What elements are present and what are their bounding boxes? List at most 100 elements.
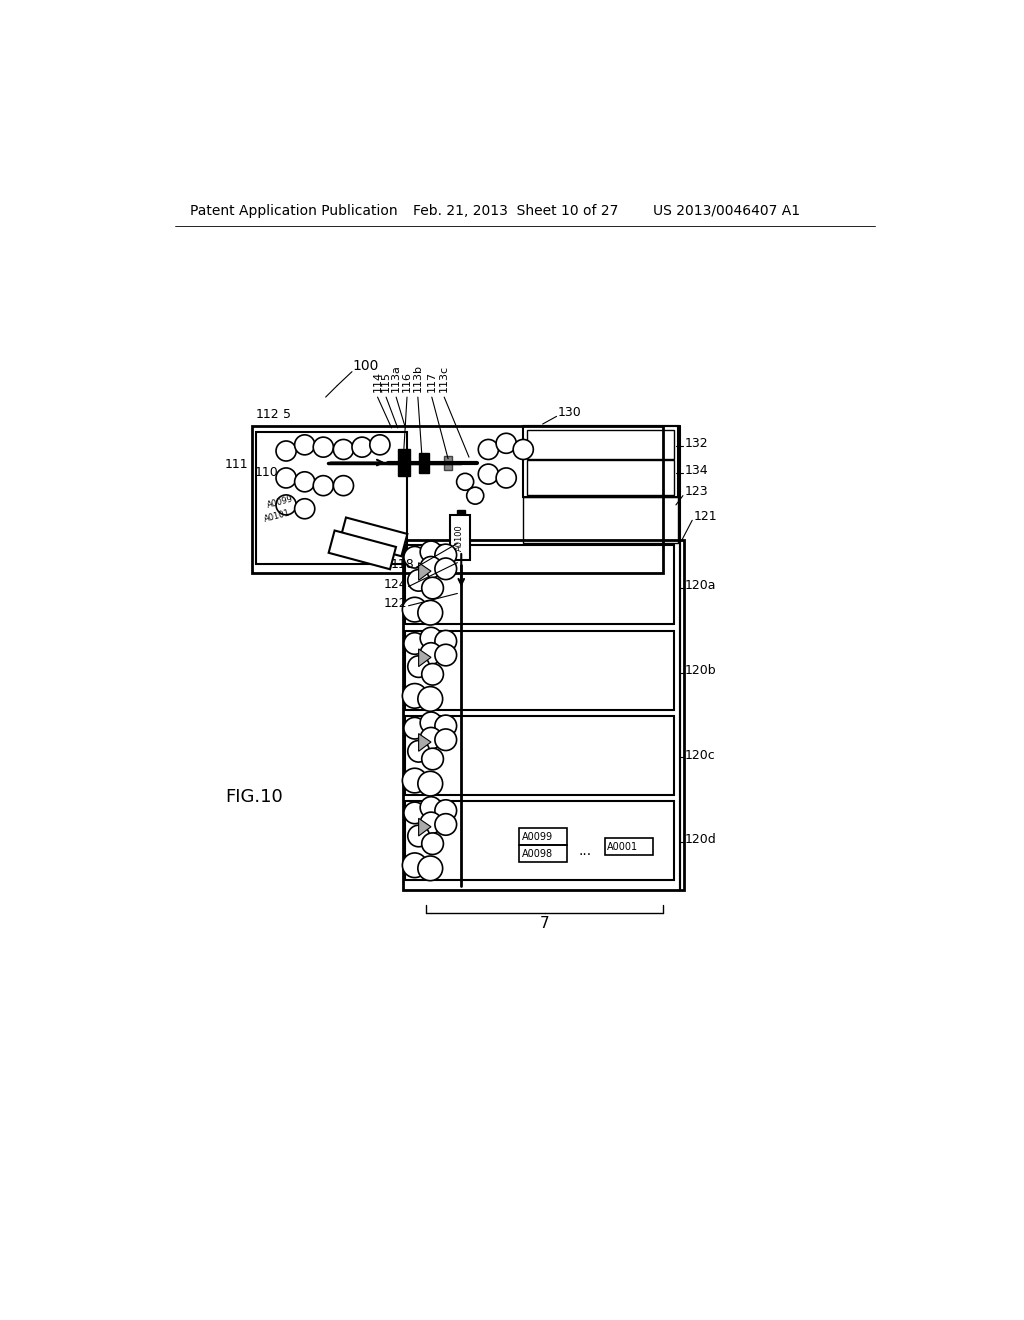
Bar: [459, 517, 464, 523]
Text: 113c: 113c: [439, 364, 450, 392]
Bar: [406, 545, 674, 624]
Text: 5: 5: [283, 408, 291, 421]
Circle shape: [420, 557, 442, 578]
Circle shape: [334, 475, 353, 496]
Text: 118: 118: [391, 558, 415, 572]
Text: 100: 100: [352, 359, 379, 374]
Circle shape: [435, 558, 457, 579]
Circle shape: [313, 437, 334, 457]
Circle shape: [435, 715, 457, 737]
Bar: [406, 715, 674, 795]
Bar: [340, 517, 408, 556]
Text: 112: 112: [256, 408, 280, 421]
Polygon shape: [419, 734, 431, 751]
Circle shape: [478, 440, 499, 459]
Text: 120d: 120d: [684, 833, 716, 846]
Circle shape: [295, 499, 314, 519]
Circle shape: [403, 803, 426, 824]
Circle shape: [435, 729, 457, 751]
Circle shape: [435, 631, 457, 652]
Circle shape: [422, 833, 443, 854]
Circle shape: [295, 434, 314, 455]
Text: A0101: A0101: [263, 508, 292, 524]
Circle shape: [402, 597, 427, 622]
Text: 134: 134: [684, 463, 708, 477]
Circle shape: [435, 644, 457, 665]
Circle shape: [457, 474, 474, 490]
Circle shape: [422, 664, 443, 685]
Bar: [523, 498, 678, 544]
Circle shape: [422, 748, 443, 770]
Text: Feb. 21, 2013  Sheet 10 of 27: Feb. 21, 2013 Sheet 10 of 27: [414, 203, 618, 218]
Circle shape: [402, 768, 427, 793]
Bar: [406, 800, 674, 880]
Circle shape: [295, 471, 314, 492]
Circle shape: [418, 686, 442, 711]
Text: 130: 130: [558, 407, 582, 418]
Circle shape: [403, 546, 426, 568]
Text: 113b: 113b: [413, 364, 423, 392]
Circle shape: [370, 434, 390, 455]
Bar: [419, 453, 429, 473]
Circle shape: [418, 857, 442, 880]
Circle shape: [420, 797, 442, 818]
Text: A0100: A0100: [456, 524, 464, 550]
Bar: [406, 631, 674, 710]
Circle shape: [403, 718, 426, 739]
Circle shape: [402, 853, 427, 878]
Circle shape: [435, 813, 457, 836]
Bar: [252, 426, 663, 573]
Circle shape: [418, 601, 442, 626]
Text: 113a: 113a: [391, 364, 401, 392]
Text: US 2013/0046407 A1: US 2013/0046407 A1: [653, 203, 801, 218]
Text: Patent Application Publication: Patent Application Publication: [190, 203, 397, 218]
Circle shape: [408, 825, 429, 847]
Circle shape: [408, 656, 429, 677]
Circle shape: [408, 570, 429, 591]
Bar: [397, 449, 410, 477]
Circle shape: [352, 437, 372, 457]
Circle shape: [420, 711, 442, 734]
Bar: [527, 430, 675, 459]
Circle shape: [422, 577, 443, 599]
Text: A0099: A0099: [521, 832, 553, 842]
Circle shape: [435, 800, 457, 821]
Text: 117: 117: [427, 371, 437, 392]
Text: 132: 132: [684, 437, 708, 450]
Circle shape: [420, 727, 442, 748]
Bar: [523, 426, 678, 498]
Text: 124: 124: [383, 578, 407, 591]
Text: 123: 123: [684, 484, 708, 498]
Text: ...: ...: [579, 843, 592, 858]
Text: 122: 122: [383, 597, 407, 610]
Circle shape: [402, 684, 427, 708]
Polygon shape: [419, 562, 431, 581]
Circle shape: [420, 812, 442, 834]
Circle shape: [418, 771, 442, 796]
Bar: [444, 457, 452, 470]
Text: 115: 115: [381, 371, 391, 392]
Circle shape: [478, 465, 499, 484]
Text: A0001: A0001: [607, 842, 638, 851]
Text: 120b: 120b: [684, 664, 716, 677]
Circle shape: [276, 469, 296, 488]
Circle shape: [276, 441, 296, 461]
Bar: [519, 829, 567, 845]
Text: 111: 111: [224, 458, 248, 471]
Bar: [450, 515, 470, 560]
Circle shape: [420, 643, 442, 664]
Text: 116: 116: [402, 371, 412, 392]
Circle shape: [513, 440, 534, 459]
Circle shape: [496, 433, 516, 453]
Circle shape: [403, 632, 426, 655]
Circle shape: [467, 487, 483, 504]
Text: 7: 7: [540, 916, 549, 932]
Bar: [329, 531, 396, 569]
Text: FIG.10: FIG.10: [225, 788, 283, 807]
Polygon shape: [419, 818, 431, 836]
Bar: [403, 540, 684, 890]
Circle shape: [276, 495, 296, 515]
Bar: [458, 510, 465, 517]
Bar: [527, 461, 675, 495]
Bar: [256, 432, 407, 564]
